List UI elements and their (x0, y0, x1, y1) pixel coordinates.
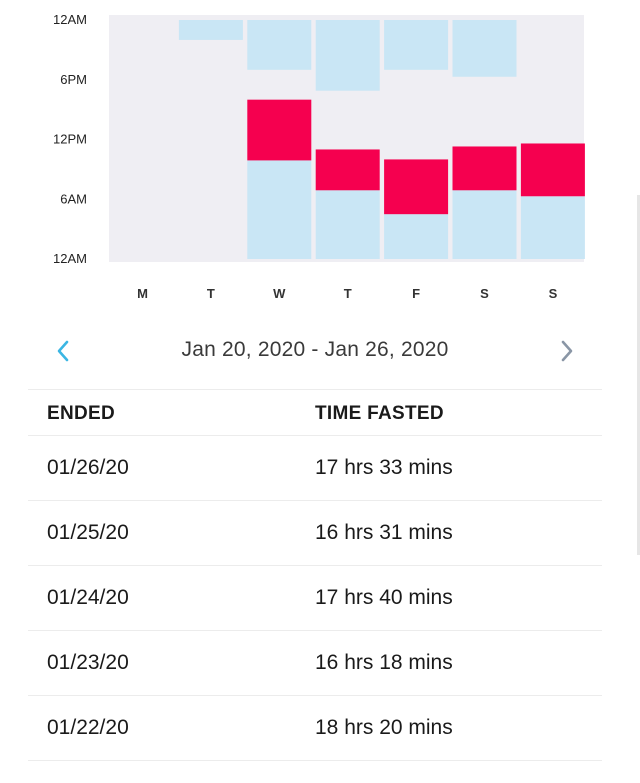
time-fasted: 18 hrs 20 mins (315, 716, 453, 739)
ended-column-header: ENDED (47, 403, 116, 424)
fasting-bar (178, 20, 243, 40)
eating-window-bar (247, 99, 312, 161)
x-tick-label: W (273, 286, 286, 301)
eating-window-bar (520, 143, 585, 197)
y-tick-label: 12PM (53, 132, 87, 147)
y-tick-label: 12AM (53, 251, 87, 266)
time-fasted-column-header: TIME FASTED (315, 403, 444, 424)
x-tick-label: S (480, 286, 489, 301)
fasting-bar (452, 190, 517, 259)
fasting-bar (247, 20, 312, 70)
table-row[interactable]: 01/23/20 16 hrs 18 mins (28, 631, 602, 696)
fasting-bar (384, 20, 449, 70)
x-tick-label: T (344, 286, 352, 301)
chevron-left-icon (57, 340, 69, 362)
ended-date: 01/26/20 (47, 456, 129, 479)
fasting-bar (247, 160, 312, 259)
table-row[interactable]: 01/26/20 17 hrs 33 mins (28, 436, 602, 501)
time-fasted: 16 hrs 18 mins (315, 651, 453, 674)
date-range-label: Jan 20, 2020 - Jan 26, 2020 (181, 338, 449, 361)
y-tick-label: 6AM (60, 191, 87, 206)
table-row[interactable]: 01/25/20 16 hrs 31 mins (28, 501, 602, 566)
x-tick-label: M (137, 286, 148, 301)
ended-date: 01/24/20 (47, 586, 129, 609)
fasting-bar (452, 20, 517, 77)
table-header: ENDED TIME FASTED (28, 390, 602, 436)
ended-date: 01/23/20 (47, 651, 129, 674)
date-range-navigator: Jan 20, 2020 - Jan 26, 2020 (28, 330, 602, 376)
chevron-right-icon (561, 340, 573, 362)
time-fasted: 17 hrs 33 mins (315, 456, 453, 479)
fasting-bar (315, 20, 380, 91)
eating-window-bar (384, 159, 449, 215)
fasting-bar (520, 196, 585, 259)
table-row[interactable]: 01/24/20 17 hrs 40 mins (28, 566, 602, 631)
fasting-bar (315, 190, 380, 259)
ended-date: 01/25/20 (47, 521, 129, 544)
x-tick-label: T (207, 286, 215, 301)
y-tick-label: 12AM (53, 12, 87, 27)
time-fasted: 16 hrs 31 mins (315, 521, 453, 544)
eating-window-bar (452, 146, 517, 191)
fasting-history-table: ENDED TIME FASTED 01/26/20 17 hrs 33 min… (28, 389, 602, 761)
fasting-chart: 12AM 6PM 12PM 6AM 12AM M T W T F S S (53, 12, 585, 301)
fasting-bar (384, 214, 449, 259)
y-tick-label: 6PM (60, 72, 87, 87)
x-tick-label: F (412, 286, 420, 301)
previous-week-button[interactable] (50, 336, 78, 366)
table-row[interactable]: 01/22/20 18 hrs 20 mins (28, 696, 602, 761)
time-fasted: 17 hrs 40 mins (315, 586, 453, 609)
eating-window-bar (315, 149, 380, 191)
ended-date: 01/22/20 (47, 716, 129, 739)
scrollbar-track[interactable] (637, 195, 640, 555)
next-week-button[interactable] (552, 336, 580, 366)
x-tick-label: S (549, 286, 558, 301)
